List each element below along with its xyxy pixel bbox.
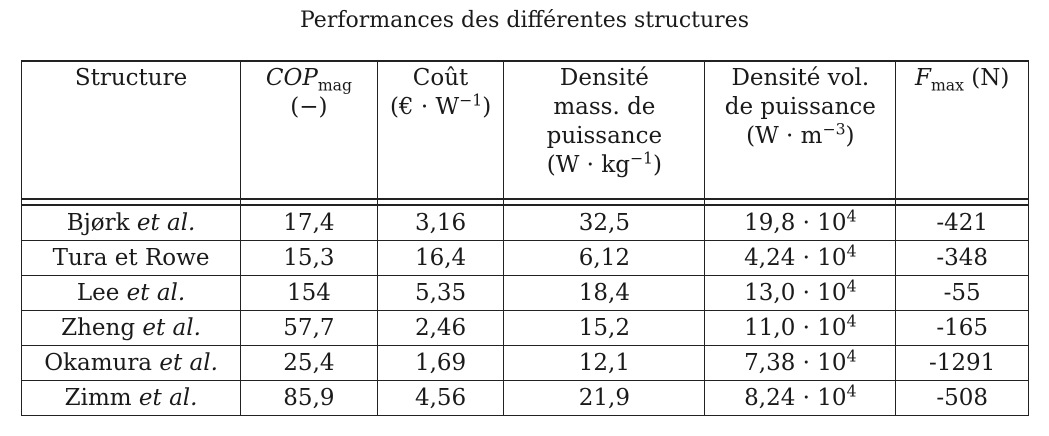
cell-cop: 17,4 [240,204,378,241]
cell-cout: 1,69 [376,345,505,381]
header-cout: Coût (€ · W−1) [376,60,505,200]
table-caption: Performances des différentes structures [299,8,749,33]
table-header-row: Structure COPmag (−) Coût (€ · W−1) Dens… [20,60,1029,200]
cell-fmax: -1291 [895,345,1029,381]
cell-fmax: -165 [895,310,1029,346]
cell-fmax: -421 [895,204,1029,241]
header-densite-massique: Densité mass. de puissance (W · kg−1) [503,60,706,200]
cell-fmax: -348 [895,240,1029,276]
cell-densite-volumique: 19,8 · 104 [704,204,897,241]
cell-cop: 85,9 [240,380,378,416]
cell-densite-volumique: 4,24 · 104 [704,240,897,276]
cell-fmax: -55 [895,275,1029,311]
cell-densite-massique: 18,4 [503,275,706,311]
cell-densite-massique: 6,12 [503,240,706,276]
cell-structure: Lee et al. [20,275,242,311]
cell-fmax: -508 [895,380,1029,416]
header-structure: Structure [20,60,242,200]
cell-structure: Bjørk et al. [20,204,242,241]
header-cop: COPmag (−) [240,60,378,200]
cell-densite-volumique: 7,38 · 104 [704,345,897,381]
table-row: Okamura et al. 25,4 1,69 12,1 7,38 · 104… [20,345,1029,381]
cell-cout: 3,16 [376,204,505,241]
table-row: Zheng et al. 57,7 2,46 15,2 11,0 · 104 -… [20,310,1029,346]
cell-cout: 16,4 [376,240,505,276]
table-row: Tura et Rowe 15,3 16,4 6,12 4,24 · 104 -… [20,240,1029,276]
cell-structure: Zheng et al. [20,310,242,346]
cell-cop: 154 [240,275,378,311]
performance-table: Structure COPmag (−) Coût (€ · W−1) Dens… [20,60,1029,416]
cell-cout: 2,46 [376,310,505,346]
cell-densite-massique: 15,2 [503,310,706,346]
cell-structure: Zimm et al. [20,380,242,416]
header-fmax: Fmax (N) [895,60,1029,200]
table-row: Zimm et al. 85,9 4,56 21,9 8,24 · 104 -5… [20,380,1029,416]
cell-densite-massique: 32,5 [503,204,706,241]
cell-structure: Okamura et al. [20,345,242,381]
table-row: Lee et al. 154 5,35 18,4 13,0 · 104 -55 [20,275,1029,311]
cell-densite-massique: 21,9 [503,380,706,416]
cell-cout: 4,56 [376,380,505,416]
cell-densite-volumique: 13,0 · 104 [704,275,897,311]
cell-cout: 5,35 [376,275,505,311]
header-densite-volumique: Densité vol. de puissance (W · m−3) [704,60,897,200]
cell-cop: 25,4 [240,345,378,381]
cell-densite-volumique: 8,24 · 104 [704,380,897,416]
cell-cop: 57,7 [240,310,378,346]
cell-densite-massique: 12,1 [503,345,706,381]
table-row: Bjørk et al. 17,4 3,16 32,5 19,8 · 104 -… [20,204,1029,241]
cell-cop: 15,3 [240,240,378,276]
cell-structure: Tura et Rowe [20,240,242,276]
cell-densite-volumique: 11,0 · 104 [704,310,897,346]
